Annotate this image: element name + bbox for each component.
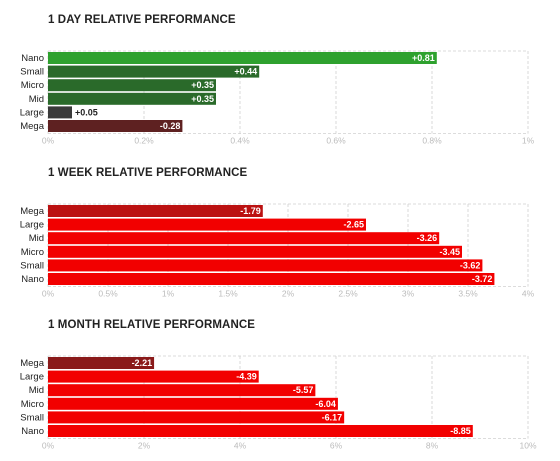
data-label: -3.45 bbox=[439, 247, 460, 257]
chart-1-month: 0% 2% 4% 6% 8% 10% Mega -2.21 Large -4.39 Mid -5.57… bbox=[20, 355, 537, 451]
x-tick-label: 2% bbox=[282, 289, 295, 299]
chart-1-week: 0% 0.5% 1% 1.5% 2% 2.5% 3% 3.5% 4% Mega -1.79 Large… bbox=[20, 203, 535, 299]
chart-title: 1 WEEK RELATIVE PERFORMANCE bbox=[48, 167, 248, 179]
panel-1-day: 1 DAY RELATIVE PERFORMANCE 0% 0.2% 0.4% 0.6… bbox=[0, 14, 560, 146]
category-label: Nano bbox=[21, 274, 44, 285]
category-label: Nano bbox=[21, 53, 44, 64]
x-tick-label: 0.2% bbox=[134, 136, 154, 146]
bar bbox=[48, 397, 338, 410]
chart-1-day: 0% 0.2% 0.4% 0.6% 0.8% 1% Nano +0.81 Small +0.44 M… bbox=[20, 50, 535, 146]
category-label: Small bbox=[20, 412, 44, 423]
data-label: -2.21 bbox=[132, 358, 153, 368]
bar bbox=[48, 245, 462, 258]
x-tick-label: 0.8% bbox=[422, 136, 442, 146]
category-label: Small bbox=[20, 67, 44, 78]
x-tick-label: 3.5% bbox=[458, 289, 478, 299]
x-tick-label: 2% bbox=[138, 441, 151, 451]
bar bbox=[48, 205, 263, 217]
category-label: Micro bbox=[21, 247, 44, 258]
x-tick-label: 0.4% bbox=[230, 136, 250, 146]
x-tick-label: 0% bbox=[42, 441, 55, 451]
bar bbox=[48, 218, 366, 231]
data-label: -1.79 bbox=[240, 206, 261, 216]
bar bbox=[48, 411, 345, 424]
data-label: -8.85 bbox=[450, 426, 471, 436]
bar bbox=[48, 370, 259, 383]
category-label: Mid bbox=[29, 233, 44, 244]
category-label: Nano bbox=[21, 426, 44, 437]
data-label: -0.28 bbox=[160, 121, 181, 131]
bar bbox=[48, 92, 216, 105]
bar bbox=[48, 425, 473, 437]
x-tick-label: 2.5% bbox=[338, 289, 358, 299]
data-label: -3.26 bbox=[417, 233, 438, 243]
x-tick-label: 3% bbox=[402, 289, 415, 299]
bar bbox=[48, 106, 72, 119]
category-label: Large bbox=[20, 220, 44, 231]
x-tick-label: 0% bbox=[42, 289, 55, 299]
chart-title: 1 DAY RELATIVE PERFORMANCE bbox=[48, 14, 236, 26]
data-label: -2.65 bbox=[343, 220, 364, 230]
bar bbox=[48, 79, 216, 92]
category-label: Large bbox=[20, 107, 44, 118]
x-tick-label: 0% bbox=[42, 136, 55, 146]
data-label: -3.62 bbox=[460, 260, 481, 270]
bar bbox=[48, 259, 483, 272]
category-label: Mid bbox=[29, 385, 44, 396]
x-tick-label: 1% bbox=[162, 289, 175, 299]
category-label: Mega bbox=[20, 358, 44, 369]
category-label: Mega bbox=[20, 121, 44, 132]
x-tick-label: 6% bbox=[330, 441, 343, 451]
panel-1-month: 1 MONTH RELATIVE PERFORMANCE 0% 2% 4% 6% 8% 1… bbox=[0, 319, 560, 451]
bar bbox=[48, 232, 440, 245]
data-label: +0.35 bbox=[191, 80, 214, 90]
data-label: +0.81 bbox=[412, 53, 435, 63]
x-tick-label: 0.5% bbox=[98, 289, 118, 299]
bar bbox=[48, 52, 437, 64]
category-label: Mega bbox=[20, 206, 44, 217]
category-label: Micro bbox=[21, 399, 44, 410]
data-label: +0.35 bbox=[191, 94, 214, 104]
x-tick-label: 8% bbox=[426, 441, 439, 451]
bar bbox=[48, 120, 183, 132]
x-tick-label: 1% bbox=[522, 136, 535, 146]
data-label: -5.57 bbox=[293, 385, 314, 395]
bar bbox=[48, 357, 155, 369]
category-label: Small bbox=[20, 260, 44, 271]
bar bbox=[48, 65, 260, 78]
data-label: +0.44 bbox=[234, 67, 257, 77]
data-label: -6.04 bbox=[315, 399, 336, 409]
data-label: +0.05 bbox=[75, 107, 98, 117]
category-label: Mid bbox=[29, 94, 44, 105]
chart-title: 1 MONTH RELATIVE PERFORMANCE bbox=[48, 319, 256, 331]
bar bbox=[48, 384, 316, 397]
x-tick-label: 4% bbox=[522, 289, 535, 299]
data-label: -4.39 bbox=[236, 372, 257, 382]
x-tick-label: 1.5% bbox=[218, 289, 238, 299]
bar bbox=[48, 273, 495, 285]
panel-1-week: 1 WEEK RELATIVE PERFORMANCE 0% 0.5% 1% 1.5%… bbox=[0, 167, 560, 299]
x-tick-label: 0.6% bbox=[326, 136, 346, 146]
category-label: Micro bbox=[21, 80, 44, 91]
data-label: -3.72 bbox=[472, 274, 493, 284]
data-label: -6.17 bbox=[322, 412, 343, 422]
x-tick-label: 4% bbox=[234, 441, 247, 451]
x-tick-label: 10% bbox=[519, 441, 536, 451]
category-label: Large bbox=[20, 372, 44, 383]
